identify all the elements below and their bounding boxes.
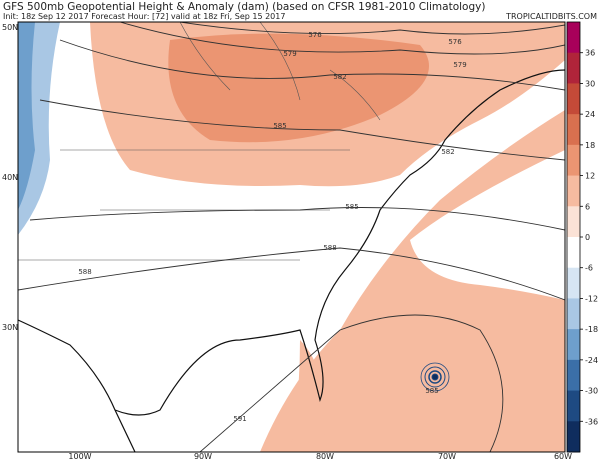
colorbar-tick-label: 24 — [585, 110, 595, 119]
colorbar-segment — [567, 83, 580, 115]
lat-label: 50N — [2, 23, 18, 32]
height-contours — [18, 22, 565, 452]
lon-label: 70W — [438, 452, 456, 461]
colorbar-tick-label: 30 — [585, 79, 595, 88]
colorbar-tick-label: -6 — [585, 264, 593, 273]
contour-label: 582 — [333, 73, 346, 81]
colorbar-tick-label: 36 — [585, 49, 595, 58]
title: GFS 500mb Geopotential Height & Anomaly … — [3, 1, 485, 13]
contour-label: 579 — [283, 50, 296, 58]
contour-label: 576 — [308, 31, 322, 39]
colorbar-segment — [567, 175, 580, 207]
contour-label: 588 — [323, 244, 336, 252]
colorbar-segment — [567, 22, 580, 54]
colorbar-segment — [567, 206, 580, 238]
florida-anomaly — [290, 340, 330, 452]
colorbar-tick-label: -24 — [585, 356, 598, 365]
colorbar-segment — [567, 421, 580, 453]
hurricane-contours — [420, 362, 450, 392]
colorbar-tick-label: 6 — [585, 202, 590, 211]
colorbar-segment — [567, 144, 580, 177]
colorbar-tick-label: -30 — [585, 387, 598, 396]
ocean-anomaly — [260, 110, 565, 452]
lon-label: 90W — [194, 452, 212, 461]
colorbar-segment — [567, 267, 580, 299]
colorbar-segment — [567, 359, 580, 392]
lon-label: 60W — [554, 452, 572, 461]
colorbar-tick-label: -18 — [585, 325, 598, 334]
colorbar-segment — [567, 329, 580, 361]
contour-label: 576 — [448, 38, 462, 46]
lon-label: 80W — [316, 452, 334, 461]
contour-label: 591 — [233, 415, 246, 423]
colorbar-tick-label: 0 — [585, 233, 590, 242]
colorbar-tick-label: -12 — [585, 294, 598, 303]
colorbar-segment — [567, 298, 580, 330]
map-area — [17, 21, 566, 453]
contour-label: 582 — [441, 148, 454, 156]
coastline — [18, 69, 565, 452]
contour-label: 585 — [345, 203, 358, 211]
colorbar-segment — [567, 52, 580, 84]
positive-anomaly-core — [168, 33, 429, 143]
lon-label: 100W — [68, 452, 91, 461]
contour-label: 585 — [273, 122, 286, 130]
contour-label: 579 — [453, 61, 466, 69]
negative-anomaly-core — [18, 22, 35, 210]
colorbar-segment — [567, 114, 580, 146]
map-frame — [17, 21, 566, 453]
contour-label: 588 — [78, 268, 91, 276]
colorbar-tick-label: -36 — [585, 417, 598, 426]
lat-label: 30N — [2, 323, 18, 332]
colorbar-tick-label: 12 — [585, 172, 595, 181]
colorbar-segment — [567, 390, 580, 422]
colorbar-segment — [567, 237, 580, 269]
credit: TROPICALTIDBITS.COM — [505, 12, 597, 21]
borders — [18, 22, 381, 261]
colorbar-tick-label: 18 — [585, 141, 595, 150]
contour-label: 585 — [425, 387, 438, 395]
lat-label: 40N — [2, 173, 18, 182]
subtitle: Init: 18z Sep 12 2017 Forecast Hour: [72… — [3, 12, 285, 21]
